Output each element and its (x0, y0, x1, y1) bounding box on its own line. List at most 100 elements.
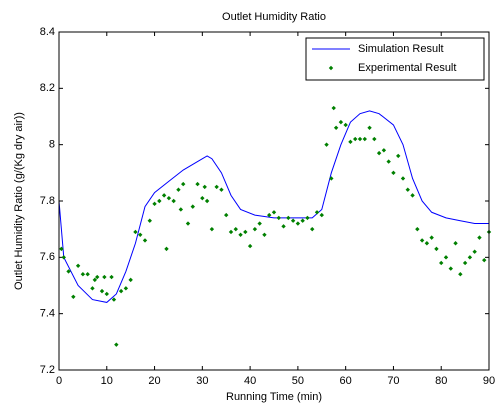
plot-area (59, 32, 489, 370)
data-point (164, 246, 169, 252)
data-point (467, 255, 473, 260)
data-point (415, 226, 420, 232)
legend-marker (328, 65, 334, 71)
data-point (424, 241, 430, 246)
data-point (92, 277, 98, 283)
x-tick-label: 30 (196, 375, 208, 387)
data-point (314, 210, 320, 215)
data-point (448, 266, 453, 271)
data-point (157, 198, 162, 204)
data-point (99, 288, 105, 294)
data-point (66, 269, 71, 274)
data-line (58, 110, 489, 303)
data-point (443, 255, 449, 260)
data-point (243, 229, 248, 235)
data-point (396, 153, 401, 159)
data-point (102, 274, 107, 280)
data-point (257, 221, 262, 226)
data-point (185, 221, 191, 226)
x-tick-label: 60 (340, 375, 352, 387)
chart-title: Outlet Humidity Ratio (222, 11, 326, 23)
data-point (171, 198, 176, 204)
data-point (305, 215, 310, 221)
data-point (104, 291, 109, 297)
data-point (286, 215, 291, 221)
data-point (75, 263, 81, 268)
data-point (166, 195, 172, 201)
data-point (281, 224, 286, 229)
data-point (138, 232, 143, 237)
data-point (462, 260, 468, 266)
data-point (190, 204, 195, 209)
data-point (405, 187, 410, 192)
data-point (200, 195, 205, 201)
data-point (331, 105, 336, 111)
data-point (247, 243, 253, 249)
data-point (228, 229, 234, 235)
data-point (111, 297, 117, 302)
data-point (434, 246, 439, 252)
data-point (59, 246, 64, 252)
y-tick-label: 8.4 (40, 26, 55, 38)
data-point (147, 218, 152, 223)
data-point (133, 229, 138, 235)
data-point (238, 232, 243, 237)
data-point (252, 226, 258, 232)
data-point (439, 260, 444, 266)
data-point (109, 274, 114, 280)
y-tick-label: 7.2 (40, 364, 55, 376)
legend-label: Experimental Result (358, 62, 456, 74)
data-point (343, 122, 348, 128)
data-point (372, 136, 377, 142)
data-point (219, 187, 224, 192)
legend-box (305, 37, 485, 81)
data-point (214, 184, 219, 190)
y-tick-label: 7.8 (40, 195, 55, 207)
data-point (362, 136, 367, 142)
data-point (329, 176, 334, 181)
data-point (80, 272, 86, 277)
data-point (233, 226, 238, 232)
data-point (400, 176, 406, 181)
data-point (410, 193, 415, 198)
data-point (458, 272, 463, 277)
data-point (195, 181, 200, 187)
data-point (348, 139, 353, 145)
data-point (482, 257, 487, 263)
data-point (114, 342, 119, 347)
data-point (61, 255, 66, 260)
data-point (202, 184, 207, 190)
data-point (391, 170, 396, 176)
data-point (429, 235, 434, 240)
data-point (333, 125, 339, 130)
axes-box (58, 31, 490, 371)
data-point (71, 294, 76, 299)
x-tick-label: 0 (56, 375, 62, 387)
data-point (477, 235, 482, 240)
data-point (152, 201, 157, 207)
x-tick-label: 50 (292, 375, 304, 387)
x-tick-label: 90 (483, 375, 495, 387)
data-point (338, 119, 344, 125)
legend-label: Simulation Result (358, 43, 444, 55)
data-point (142, 238, 148, 243)
data-point (90, 286, 95, 291)
data-point (453, 241, 458, 246)
y-tick-label: 8 (49, 139, 55, 151)
x-tick-label: 10 (101, 375, 113, 387)
x-axis-label: Running Time (min) (226, 391, 322, 403)
data-point (176, 187, 181, 192)
data-point (209, 226, 215, 232)
data-point (128, 277, 133, 283)
data-point (204, 198, 210, 204)
x-tick-label: 70 (387, 375, 399, 387)
data-point (178, 207, 184, 212)
x-tick-label: 80 (435, 375, 447, 387)
data-point (381, 148, 387, 153)
data-point (472, 249, 477, 254)
data-point (181, 181, 186, 187)
data-point (123, 286, 129, 291)
data-point (95, 274, 100, 280)
y-tick-label: 7.4 (40, 308, 55, 320)
